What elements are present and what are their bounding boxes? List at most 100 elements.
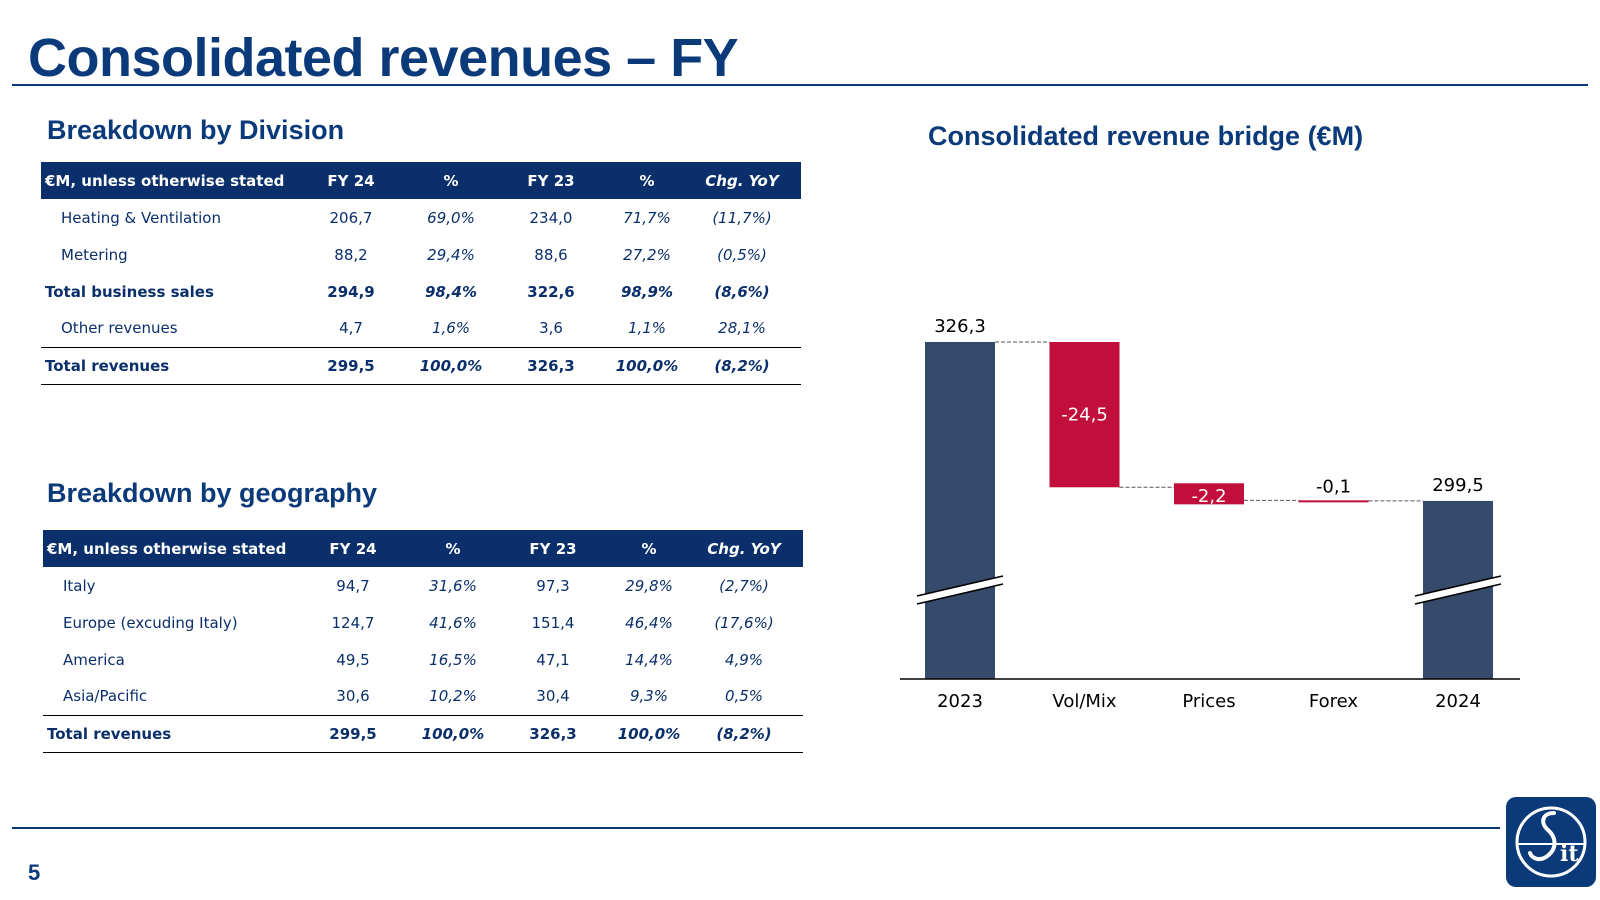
table-cell: 151,4 bbox=[531, 613, 575, 632]
table-cell: 294,9 bbox=[327, 282, 375, 301]
data-label: -2,2 bbox=[1191, 486, 1226, 507]
waterfall-bar bbox=[1298, 500, 1369, 503]
column-header: €M, unless otherwise stated bbox=[43, 530, 293, 567]
table-cell: 97,3 bbox=[536, 576, 570, 595]
table-row: Asia/Pacific 30,6 10,2% 30,4 9,3% 0,5% bbox=[43, 678, 803, 715]
table-cell: 88,2 bbox=[334, 245, 368, 264]
table-cell: 14,4% bbox=[625, 650, 673, 669]
table-cell: 322,6 bbox=[527, 282, 575, 301]
table-row: Total revenues 299,5 100,0% 326,3 100,0% (8,2… bbox=[41, 346, 801, 385]
waterfall-bar bbox=[925, 342, 995, 679]
table-cell: (11,7%) bbox=[712, 208, 772, 227]
column-header: FY 23 bbox=[491, 162, 611, 199]
table-cell: 47,1 bbox=[536, 650, 570, 669]
data-label: -0,1 bbox=[1316, 476, 1351, 497]
table-cell: 49,5 bbox=[336, 650, 370, 669]
table-cell: 100,0% bbox=[411, 346, 491, 385]
sit-logo-icon: it bbox=[1506, 797, 1596, 887]
table-row: Metering 88,2 29,4% 88,6 27,2% (0,5%) bbox=[41, 236, 801, 273]
table-header-row: €M, unless otherwise stated FY 24% FY 23% C… bbox=[41, 162, 801, 199]
table-cell: 27,2% bbox=[623, 245, 671, 264]
table-cell: 4,7 bbox=[339, 319, 363, 338]
row-label: Asia/Pacific bbox=[63, 687, 148, 706]
row-label: Total revenues bbox=[43, 714, 293, 753]
row-label: America bbox=[63, 650, 125, 669]
category-label: Prices bbox=[1182, 691, 1235, 712]
table-cell: (8,6%) bbox=[714, 282, 770, 301]
waterfall-bar bbox=[1049, 342, 1120, 488]
table-cell: 94,7 bbox=[336, 576, 370, 595]
row-label: Total revenues bbox=[41, 346, 291, 385]
axis-break-line bbox=[916, 575, 1004, 597]
table-row: Europe (excuding Italy) 124,7 41,6% 151,4 46… bbox=[43, 604, 803, 641]
table-header-row: €M, unless otherwise stated FY 24% FY 23% C… bbox=[43, 530, 803, 567]
column-header: % bbox=[611, 162, 683, 199]
table-cell: 234,0 bbox=[529, 208, 573, 227]
division-table: €M, unless otherwise stated FY 24% FY 23% C… bbox=[41, 162, 801, 385]
table-cell: 30,6 bbox=[336, 687, 370, 706]
table-cell: 299,5 bbox=[291, 346, 411, 385]
table-cell: 100,0% bbox=[613, 714, 685, 753]
table-cell: 98,4% bbox=[424, 282, 478, 301]
table-cell: 3,6 bbox=[539, 319, 563, 338]
column-header: % bbox=[411, 162, 491, 199]
table-row: Italy 94,7 31,6% 97,3 29,8% (2,7%) bbox=[43, 567, 803, 604]
column-header: % bbox=[613, 530, 685, 567]
row-label: Europe (excuding Italy) bbox=[63, 613, 238, 632]
column-header: Chg. YoY bbox=[683, 162, 801, 199]
table-cell: (8,2%) bbox=[683, 346, 801, 385]
table-cell: 98,9% bbox=[620, 282, 674, 301]
table-cell: 88,6 bbox=[534, 245, 568, 264]
page-number: 5 bbox=[28, 860, 41, 885]
row-label: Italy bbox=[63, 576, 96, 595]
axis-break-line bbox=[1414, 583, 1502, 605]
table-row: Other revenues 4,7 1,6% 3,6 1,1% 28,1% bbox=[41, 310, 801, 347]
table-cell: 30,4 bbox=[536, 687, 570, 706]
footer-divider bbox=[12, 827, 1500, 829]
svg-text:it: it bbox=[1560, 841, 1579, 867]
table-cell: 69,0% bbox=[427, 208, 475, 227]
table-cell: 1,1% bbox=[627, 319, 667, 338]
category-label: 2023 bbox=[937, 691, 983, 712]
table-cell: 299,5 bbox=[293, 714, 413, 753]
row-label: Total business sales bbox=[45, 282, 214, 301]
table-cell: (17,6%) bbox=[714, 613, 774, 632]
category-label: Vol/Mix bbox=[1052, 691, 1117, 712]
column-header: Chg. YoY bbox=[685, 530, 803, 567]
category-label: Forex bbox=[1309, 691, 1358, 712]
table-cell: 10,2% bbox=[429, 687, 477, 706]
table-cell: 28,1% bbox=[718, 319, 766, 338]
axis-break bbox=[917, 576, 1003, 604]
axis-break-line bbox=[1414, 575, 1502, 597]
table-cell: 326,3 bbox=[493, 714, 613, 753]
table-cell: (8,2%) bbox=[685, 714, 803, 753]
category-label: 2024 bbox=[1435, 691, 1481, 712]
column-header: FY 23 bbox=[493, 530, 613, 567]
table-cell: 9,3% bbox=[629, 687, 669, 706]
table-row: Total revenues 299,5 100,0% 326,3 100,0% (8,2… bbox=[43, 714, 803, 753]
data-label: 299,5 bbox=[1432, 475, 1484, 496]
table-cell: 100,0% bbox=[413, 714, 493, 753]
column-header: FY 24 bbox=[293, 530, 413, 567]
table-cell: 29,8% bbox=[625, 576, 673, 595]
table-cell: 1,6% bbox=[431, 319, 471, 338]
table-cell: 326,3 bbox=[491, 346, 611, 385]
column-header: % bbox=[413, 530, 493, 567]
geography-heading: Breakdown by geography bbox=[47, 478, 378, 508]
table-row: America 49,5 16,5% 47,1 14,4% 4,9% bbox=[43, 641, 803, 678]
data-label: 326,3 bbox=[934, 316, 986, 337]
table-cell: 100,0% bbox=[611, 346, 683, 385]
axis-break bbox=[1415, 576, 1501, 604]
data-label: -24,5 bbox=[1061, 405, 1108, 426]
division-heading: Breakdown by Division bbox=[47, 115, 345, 145]
table-row: Heating & Ventilation 206,7 69,0% 234,0 71,7… bbox=[41, 199, 801, 236]
table-cell: 124,7 bbox=[331, 613, 375, 632]
page-title: Consolidated revenues – FY bbox=[28, 28, 739, 88]
geography-table: €M, unless otherwise stated FY 24% FY 23% C… bbox=[43, 530, 803, 753]
table-cell: (2,7%) bbox=[719, 576, 769, 595]
table-cell: 46,4% bbox=[625, 613, 673, 632]
title-divider bbox=[12, 84, 1588, 86]
revenue-bridge-chart: 326,3 2023 -24,5 Vol/Mix -2,2 Prices -0,1 Forex… bbox=[900, 316, 1520, 712]
table-cell: 0,5% bbox=[724, 687, 764, 706]
table-cell: 206,7 bbox=[329, 208, 373, 227]
